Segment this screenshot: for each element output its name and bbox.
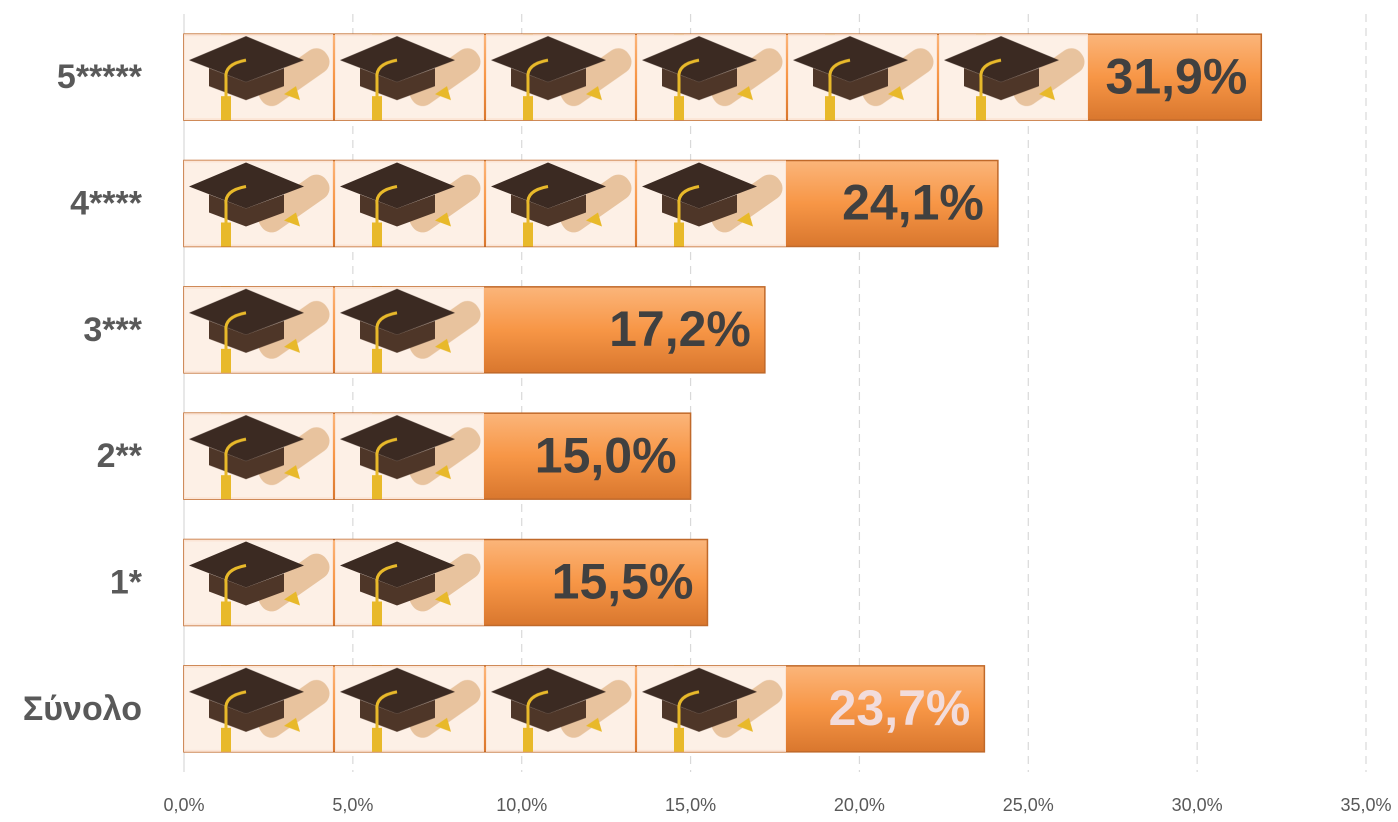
bar-icons [184,413,486,500]
value-label: 31,9% [1106,48,1248,104]
x-tick-label: 25,0% [1003,795,1054,815]
value-label: 24,1% [842,175,984,231]
y-tick-label: 2** [97,437,143,475]
y-tick-label: 4**** [70,184,143,222]
value-label: 15,5% [552,554,694,610]
bar-icons [184,160,788,247]
x-tick-label: 35,0% [1340,795,1391,815]
bar-icons [184,665,788,752]
x-tick-label: 10,0% [496,795,547,815]
x-tick-label: 30,0% [1172,795,1223,815]
y-tick-label: 1* [110,563,143,601]
bar-icons [184,286,486,373]
y-tick-label: Σύνολο [23,690,142,728]
bar-icons [184,539,486,626]
value-label: 23,7% [829,680,971,736]
y-tick-label: 3*** [83,311,142,349]
x-tick-label: 0,0% [163,795,204,815]
x-tick-label: 15,0% [665,795,716,815]
bar-icons [184,34,1090,121]
y-tick-label: 5***** [57,58,143,96]
x-tick-label: 20,0% [834,795,885,815]
x-tick-label: 5,0% [332,795,373,815]
value-label: 17,2% [609,301,751,357]
value-label: 15,0% [535,427,677,483]
